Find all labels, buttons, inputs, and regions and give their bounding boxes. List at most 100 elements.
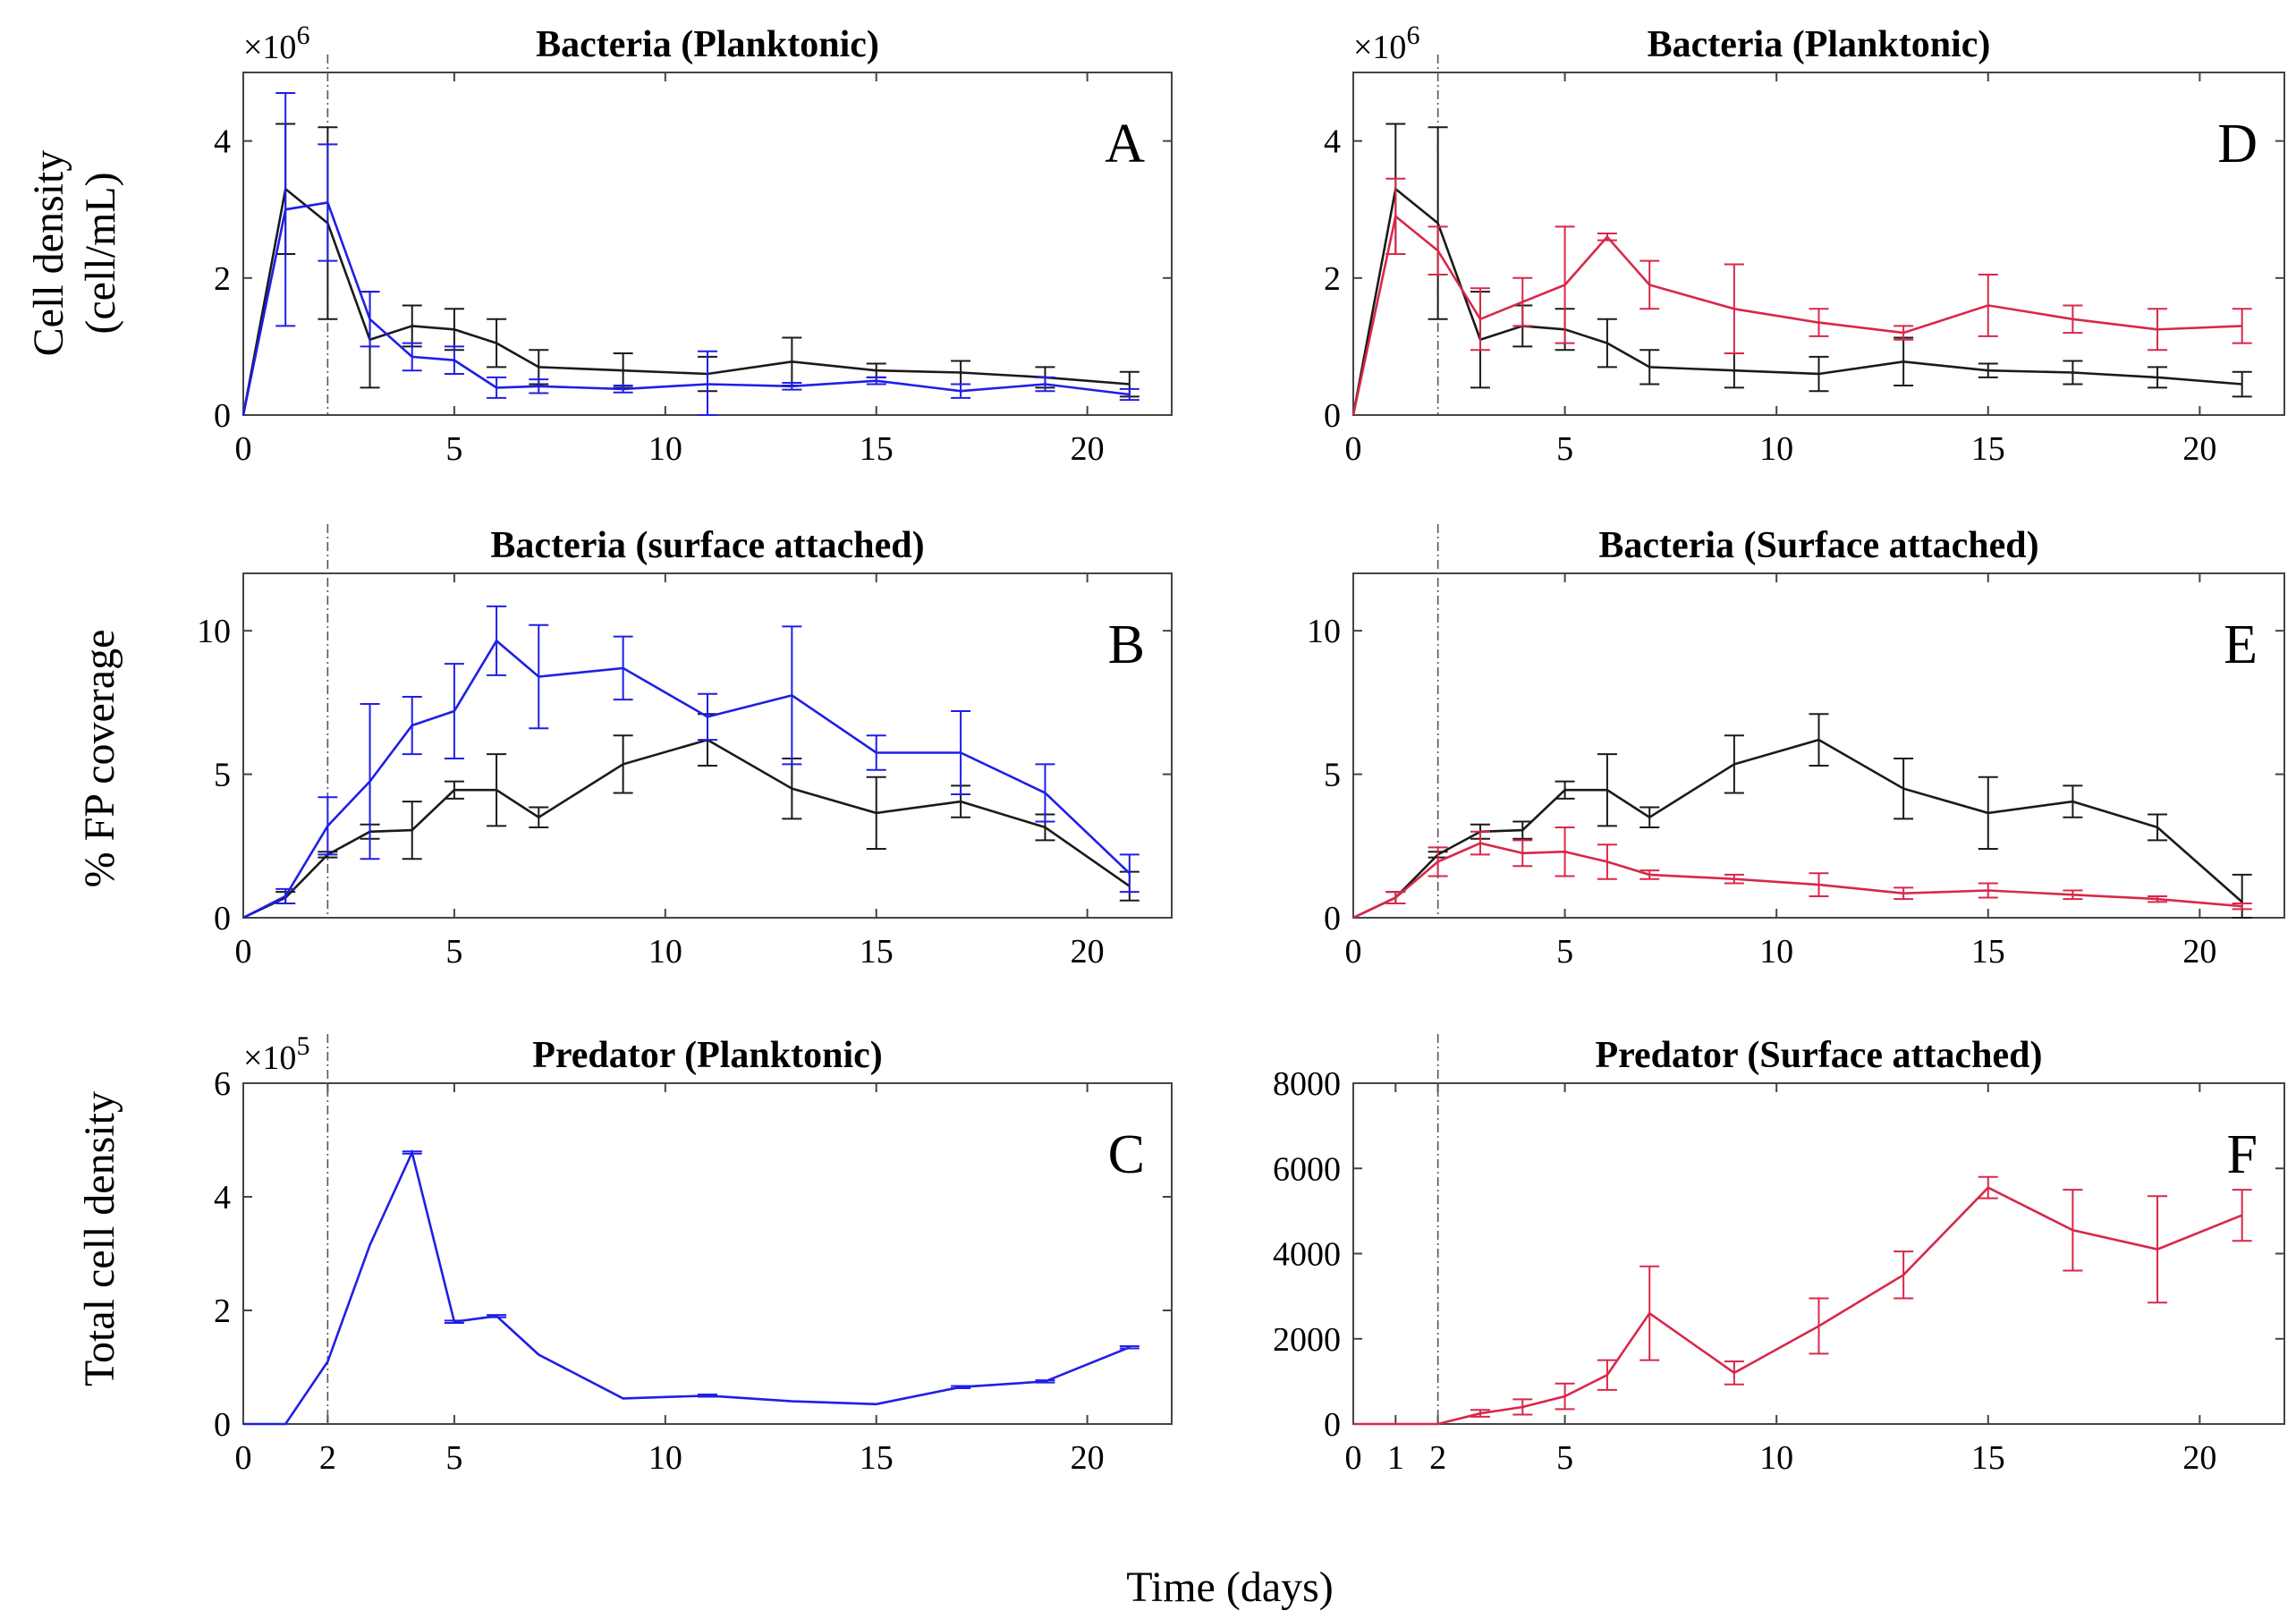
x-tick-label: 20 (2182, 933, 2216, 971)
x-tick-label: 15 (860, 430, 894, 468)
y-tick-label: 10 (1307, 613, 1341, 650)
panel-F-title: Predator (Surface attached) (1596, 1035, 2043, 1076)
y-tick-label: 5 (214, 757, 231, 794)
x-tick-label: 2 (1429, 1439, 1446, 1477)
series-line (1352, 738, 2243, 920)
panel-E-axes-box (1352, 572, 2285, 919)
x-tick-label: 5 (445, 430, 462, 468)
x-tick-label: 10 (1759, 1439, 1793, 1477)
x-tick-label: 5 (1556, 430, 1573, 468)
row-label-1: Cell density (cell/mL) (25, 150, 124, 357)
panel-E-series-2 (1352, 826, 2252, 920)
x-tick-label: 10 (1759, 933, 1793, 971)
row-label-1-line-1: Cell density (25, 150, 72, 357)
series-line (241, 201, 1130, 416)
panel-D-series-1 (1351, 123, 2252, 416)
x-tick-label: 20 (1071, 1439, 1105, 1477)
panel-C: 0 2 5 10 15 20 0 2 4 6 Predator (Planktonic) C ×105 (214, 1031, 1173, 1477)
multiplier-exponent: 5 (296, 1031, 309, 1061)
panel-B-series-1 (242, 713, 1140, 920)
y-tick-label: 0 (1324, 1406, 1341, 1444)
panel-A-series-2 (241, 91, 1140, 416)
multiplier-exponent: 6 (1406, 21, 1419, 50)
y-tick-label: 10 (197, 613, 231, 650)
panel-A: 0 5 10 15 20 0 2 4 Bacteria (Planktonic) A ×106 (214, 21, 1173, 468)
y-tick-label: 6000 (1273, 1150, 1341, 1188)
series-line (1351, 214, 2242, 416)
panel-E: 0 5 10 15 20 0 5 10 Bacteria (Surface attached) E (1307, 524, 2285, 971)
series-line (1351, 186, 2242, 416)
panel-D-multiplier: ×106 (1353, 21, 1419, 66)
x-tick-label: 15 (1971, 1439, 2005, 1477)
x-tick-label: 15 (860, 933, 894, 971)
row-label-2-line-1: % FP coverage (76, 630, 123, 888)
series-line (242, 639, 1131, 920)
panel-E-title: Bacteria (Surface attached) (1598, 525, 2038, 566)
x-tick-label: 15 (1971, 933, 2005, 971)
x-tick-label: 15 (860, 1439, 894, 1477)
panel-B-series-2 (242, 605, 1140, 920)
x-tick-label: 20 (1071, 933, 1105, 971)
panel-E-letter: E (2224, 615, 2258, 675)
y-tick-label: 4000 (1273, 1236, 1341, 1274)
series-line (1353, 1186, 2243, 1426)
x-tick-label: 10 (648, 430, 682, 468)
y-tick-label: 4 (1324, 123, 1341, 161)
x-tick-label: 5 (1556, 933, 1573, 971)
x-tick-label: 10 (648, 1439, 682, 1477)
x-tick-label: 5 (1556, 1439, 1573, 1477)
panel-B-title: Bacteria (surface attached) (490, 525, 924, 566)
y-tick-label: 4 (214, 123, 231, 161)
y-tick-label: 8000 (1273, 1065, 1341, 1103)
x-tick-label: 0 (1345, 1439, 1362, 1477)
x-tick-label: 1 (1387, 1439, 1404, 1477)
x-tick-label: 20 (2182, 1439, 2216, 1477)
y-tick-label: 0 (214, 900, 231, 937)
panel-E-series-1 (1352, 713, 2252, 920)
y-tick-label: 0 (214, 397, 231, 435)
series-line (243, 1149, 1131, 1426)
panel-F-series-1 (1353, 1175, 2252, 1426)
panel-B-letter: B (1108, 615, 1145, 675)
y-tick-label: 2 (214, 1293, 231, 1330)
panel-A-title: Bacteria (Planktonic) (536, 24, 879, 65)
y-tick-label: 0 (214, 1406, 231, 1444)
panel-A-multiplier: ×106 (243, 21, 309, 66)
x-tick-label: 20 (2182, 430, 2216, 468)
row-label-2: % FP coverage (76, 630, 123, 888)
panel-F-letter: F (2227, 1124, 2258, 1185)
x-tick-label: 10 (648, 933, 682, 971)
panel-D-title: Bacteria (Planktonic) (1648, 24, 1991, 65)
y-tick-label: 5 (1324, 757, 1341, 794)
panel-D-series-2 (1351, 177, 2252, 416)
series-line (242, 738, 1131, 920)
panel-C-multiplier: ×105 (243, 1031, 309, 1077)
y-tick-label: 4 (214, 1179, 231, 1216)
x-tick-label: 2 (319, 1439, 336, 1477)
panel-C-title: Predator (Planktonic) (532, 1035, 883, 1076)
panel-D-letter: D (2217, 114, 2258, 174)
row-label-1-line-2: (cell/mL) (77, 172, 124, 334)
y-tick-label: 2 (214, 260, 231, 298)
y-tick-label: 2000 (1273, 1321, 1341, 1359)
row-label-3: Total cell density (76, 1091, 123, 1386)
x-tick-label: 0 (235, 1439, 252, 1477)
panel-A-letter: A (1105, 114, 1145, 174)
x-tick-label: 0 (235, 933, 252, 971)
x-tick-label: 20 (1071, 430, 1105, 468)
panel-F-axes-box (1352, 1082, 2285, 1425)
panel-B-axes-box (242, 572, 1173, 919)
panel-D: 0 5 10 15 20 0 2 4 Bacteria (Planktonic) D ×106 (1324, 21, 2285, 468)
row-label-3-line-1: Total cell density (76, 1091, 123, 1386)
x-tick-label: 0 (1345, 430, 1362, 468)
x-tick-label: 10 (1759, 430, 1793, 468)
panel-C-axes-box (242, 1082, 1173, 1425)
y-tick-label: 0 (1324, 397, 1341, 435)
x-tick-label: 0 (1345, 933, 1362, 971)
panel-A-series-1 (241, 123, 1140, 416)
x-tick-label: 15 (1971, 430, 2005, 468)
x-axis-label: Time (days) (1126, 1564, 1334, 1611)
y-tick-label: 2 (1324, 260, 1341, 298)
